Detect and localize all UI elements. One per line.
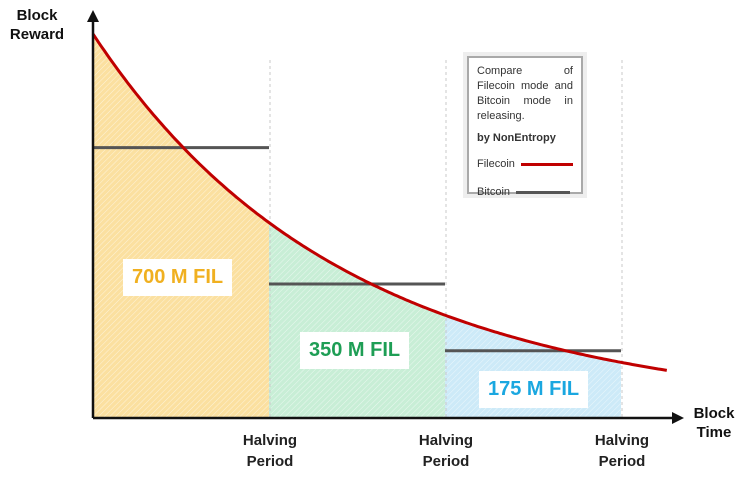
- x-tick-label-1: Halving Period: [242, 432, 298, 470]
- area-label-3: 175 M FIL: [479, 371, 589, 408]
- area-label-1: 700 M FIL: [123, 259, 233, 296]
- legend: Compare of Filecoin mode and Bitcoin mod…: [467, 56, 583, 198]
- y-axis-arrow-icon: [87, 10, 99, 22]
- legend-entry-bitcoin: Bitcoin: [477, 186, 573, 198]
- y-axis-title: Block Reward: [9, 7, 65, 43]
- legend-swatch-bitcoin: [516, 190, 571, 194]
- area-label-2: 350 M FIL: [300, 332, 410, 369]
- area-period-2: [269, 222, 445, 418]
- legend-label-filecoin: Filecoin: [477, 158, 515, 170]
- legend-swatch-filecoin: [520, 162, 573, 166]
- legend-entry-filecoin: Filecoin: [477, 158, 573, 170]
- filecoin-curve: [91, 33, 668, 372]
- legend-author: by NonEntropy: [477, 132, 556, 144]
- area-period-1: [93, 34, 269, 418]
- x-tick-label-2: Halving Period: [418, 432, 474, 470]
- x-tick-label-3: Halving Period: [594, 432, 650, 470]
- legend-description: Compare of Filecoin mode and Bitcoin mod…: [477, 65, 573, 122]
- x-axis-title: Block Time: [693, 405, 735, 441]
- legend-label-bitcoin: Bitcoin: [477, 186, 511, 198]
- x-axis-arrow-icon: [672, 412, 684, 424]
